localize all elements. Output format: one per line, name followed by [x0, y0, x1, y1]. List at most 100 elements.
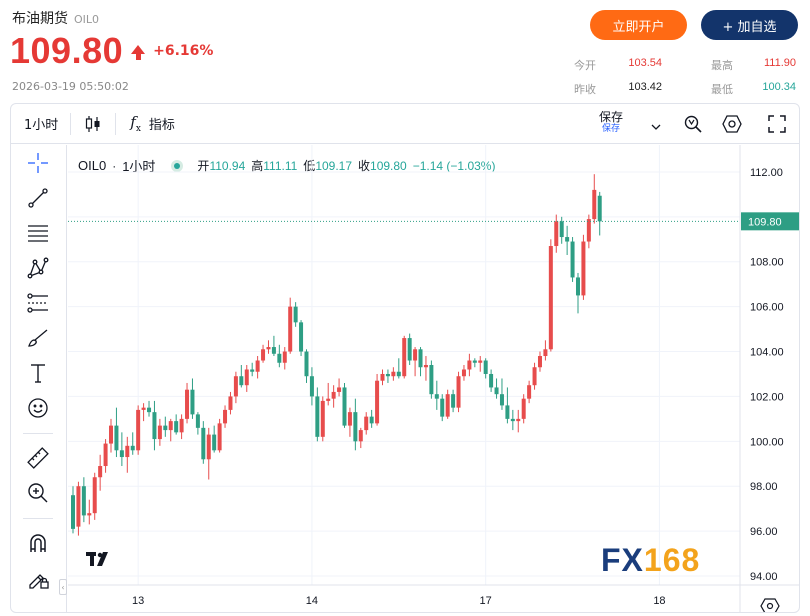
candle-body — [575, 277, 580, 296]
candle — [244, 365, 249, 392]
save-button[interactable]: 保存 保存 — [599, 111, 623, 134]
axis-settings-icon[interactable] — [760, 598, 780, 613]
y-tick-label: 106.00 — [750, 302, 784, 314]
settings-icon[interactable] — [722, 114, 742, 138]
tradingview-logo — [86, 549, 114, 569]
candle-body — [271, 347, 276, 354]
x-tick-label: 17 — [480, 595, 492, 607]
candle-body — [586, 219, 591, 242]
legend-change: −1.14 (−1.03%) — [412, 158, 496, 173]
candle — [201, 421, 206, 464]
candle-body — [456, 376, 461, 408]
candle-body — [109, 425, 114, 444]
crosshair-icon[interactable] — [25, 150, 51, 176]
chevron-down-icon[interactable] — [651, 117, 661, 136]
lock-drawings-icon[interactable] — [25, 565, 51, 591]
candle — [81, 477, 86, 523]
candle — [239, 365, 244, 388]
candle-body — [320, 400, 325, 437]
candle-body — [385, 373, 390, 377]
legend-close: 109.80 — [370, 159, 407, 173]
candle-body — [326, 398, 331, 401]
pattern-icon[interactable] — [25, 255, 51, 281]
candle-body — [136, 409, 141, 451]
candle-body — [521, 398, 526, 419]
interval-selector[interactable]: 1小时 — [24, 118, 59, 133]
fullscreen-icon[interactable] — [767, 114, 787, 138]
candles — [68, 174, 740, 536]
ruler-icon[interactable] — [25, 445, 51, 471]
candle — [185, 382, 190, 424]
candle-body — [152, 412, 157, 440]
candle — [499, 378, 504, 410]
brush-icon[interactable] — [25, 325, 51, 351]
candle-body — [478, 360, 483, 363]
candle — [532, 362, 537, 390]
candle-body — [103, 443, 108, 467]
emoji-icon[interactable] — [25, 395, 51, 421]
candle-body — [434, 394, 439, 399]
candle — [440, 394, 445, 422]
change-percent: +6.16% — [153, 43, 214, 59]
candle — [282, 347, 287, 370]
save-sublabel: 保存 — [602, 124, 621, 134]
candle — [385, 369, 390, 383]
candle-body — [467, 360, 472, 370]
candle-body — [315, 396, 320, 437]
candle-body — [451, 394, 456, 408]
open-account-button[interactable]: 立即开户 — [590, 10, 687, 40]
candle-body — [277, 353, 282, 363]
candle — [559, 216, 564, 244]
zoom-in-icon[interactable] — [25, 480, 51, 506]
market-status-icon — [171, 159, 184, 172]
candle-body — [559, 221, 564, 238]
candle-body — [505, 405, 510, 419]
legend-high: 111.11 — [263, 159, 298, 173]
candle-body — [483, 360, 488, 374]
text-tool-icon[interactable] — [25, 360, 51, 386]
fib-retracement-icon[interactable] — [25, 220, 51, 246]
collapse-toolbar-handle[interactable]: ‹ — [59, 579, 67, 595]
candle-body — [299, 322, 304, 352]
price-chart[interactable]: 112.00110.00108.00106.00104.00102.00100.… — [68, 145, 800, 613]
candle — [510, 409, 515, 431]
toolbar-divider — [70, 112, 72, 135]
candle-body — [445, 394, 450, 417]
candle — [375, 373, 380, 426]
quick-search-icon[interactable] — [683, 114, 703, 138]
candle-body — [255, 360, 260, 372]
candle-body — [293, 306, 298, 323]
candle — [320, 396, 325, 442]
candle — [407, 333, 412, 365]
trend-line-icon[interactable] — [25, 185, 51, 211]
candle-body — [223, 409, 228, 424]
tool-divider — [23, 433, 53, 434]
candle-body — [407, 338, 412, 361]
candle — [228, 391, 233, 415]
candle-body — [288, 306, 293, 352]
candle-body — [429, 365, 434, 395]
indicators-button[interactable]: fx 指标 — [130, 113, 175, 134]
stat-low-value: 100.34 — [762, 81, 796, 93]
candlestick-type-icon[interactable] — [85, 115, 101, 133]
candle — [391, 367, 396, 381]
magnet-icon[interactable] — [25, 530, 51, 556]
candle — [456, 371, 461, 413]
candle — [304, 349, 309, 383]
candle — [423, 356, 428, 381]
candle — [554, 214, 559, 253]
legend-symbol[interactable]: OIL0 — [78, 158, 107, 173]
legend-separator: · — [112, 158, 117, 173]
candle — [103, 439, 108, 473]
candle-body — [489, 373, 494, 388]
candle-body — [147, 407, 152, 413]
candle — [114, 407, 119, 458]
candle-body — [266, 347, 271, 350]
add-watchlist-button[interactable]: + 加自选 — [701, 10, 798, 40]
forecast-icon[interactable] — [25, 290, 51, 316]
candle — [217, 418, 222, 453]
watermark-fx: FX — [601, 542, 644, 578]
candle — [147, 400, 152, 417]
candle — [516, 409, 521, 433]
candle — [98, 454, 103, 491]
